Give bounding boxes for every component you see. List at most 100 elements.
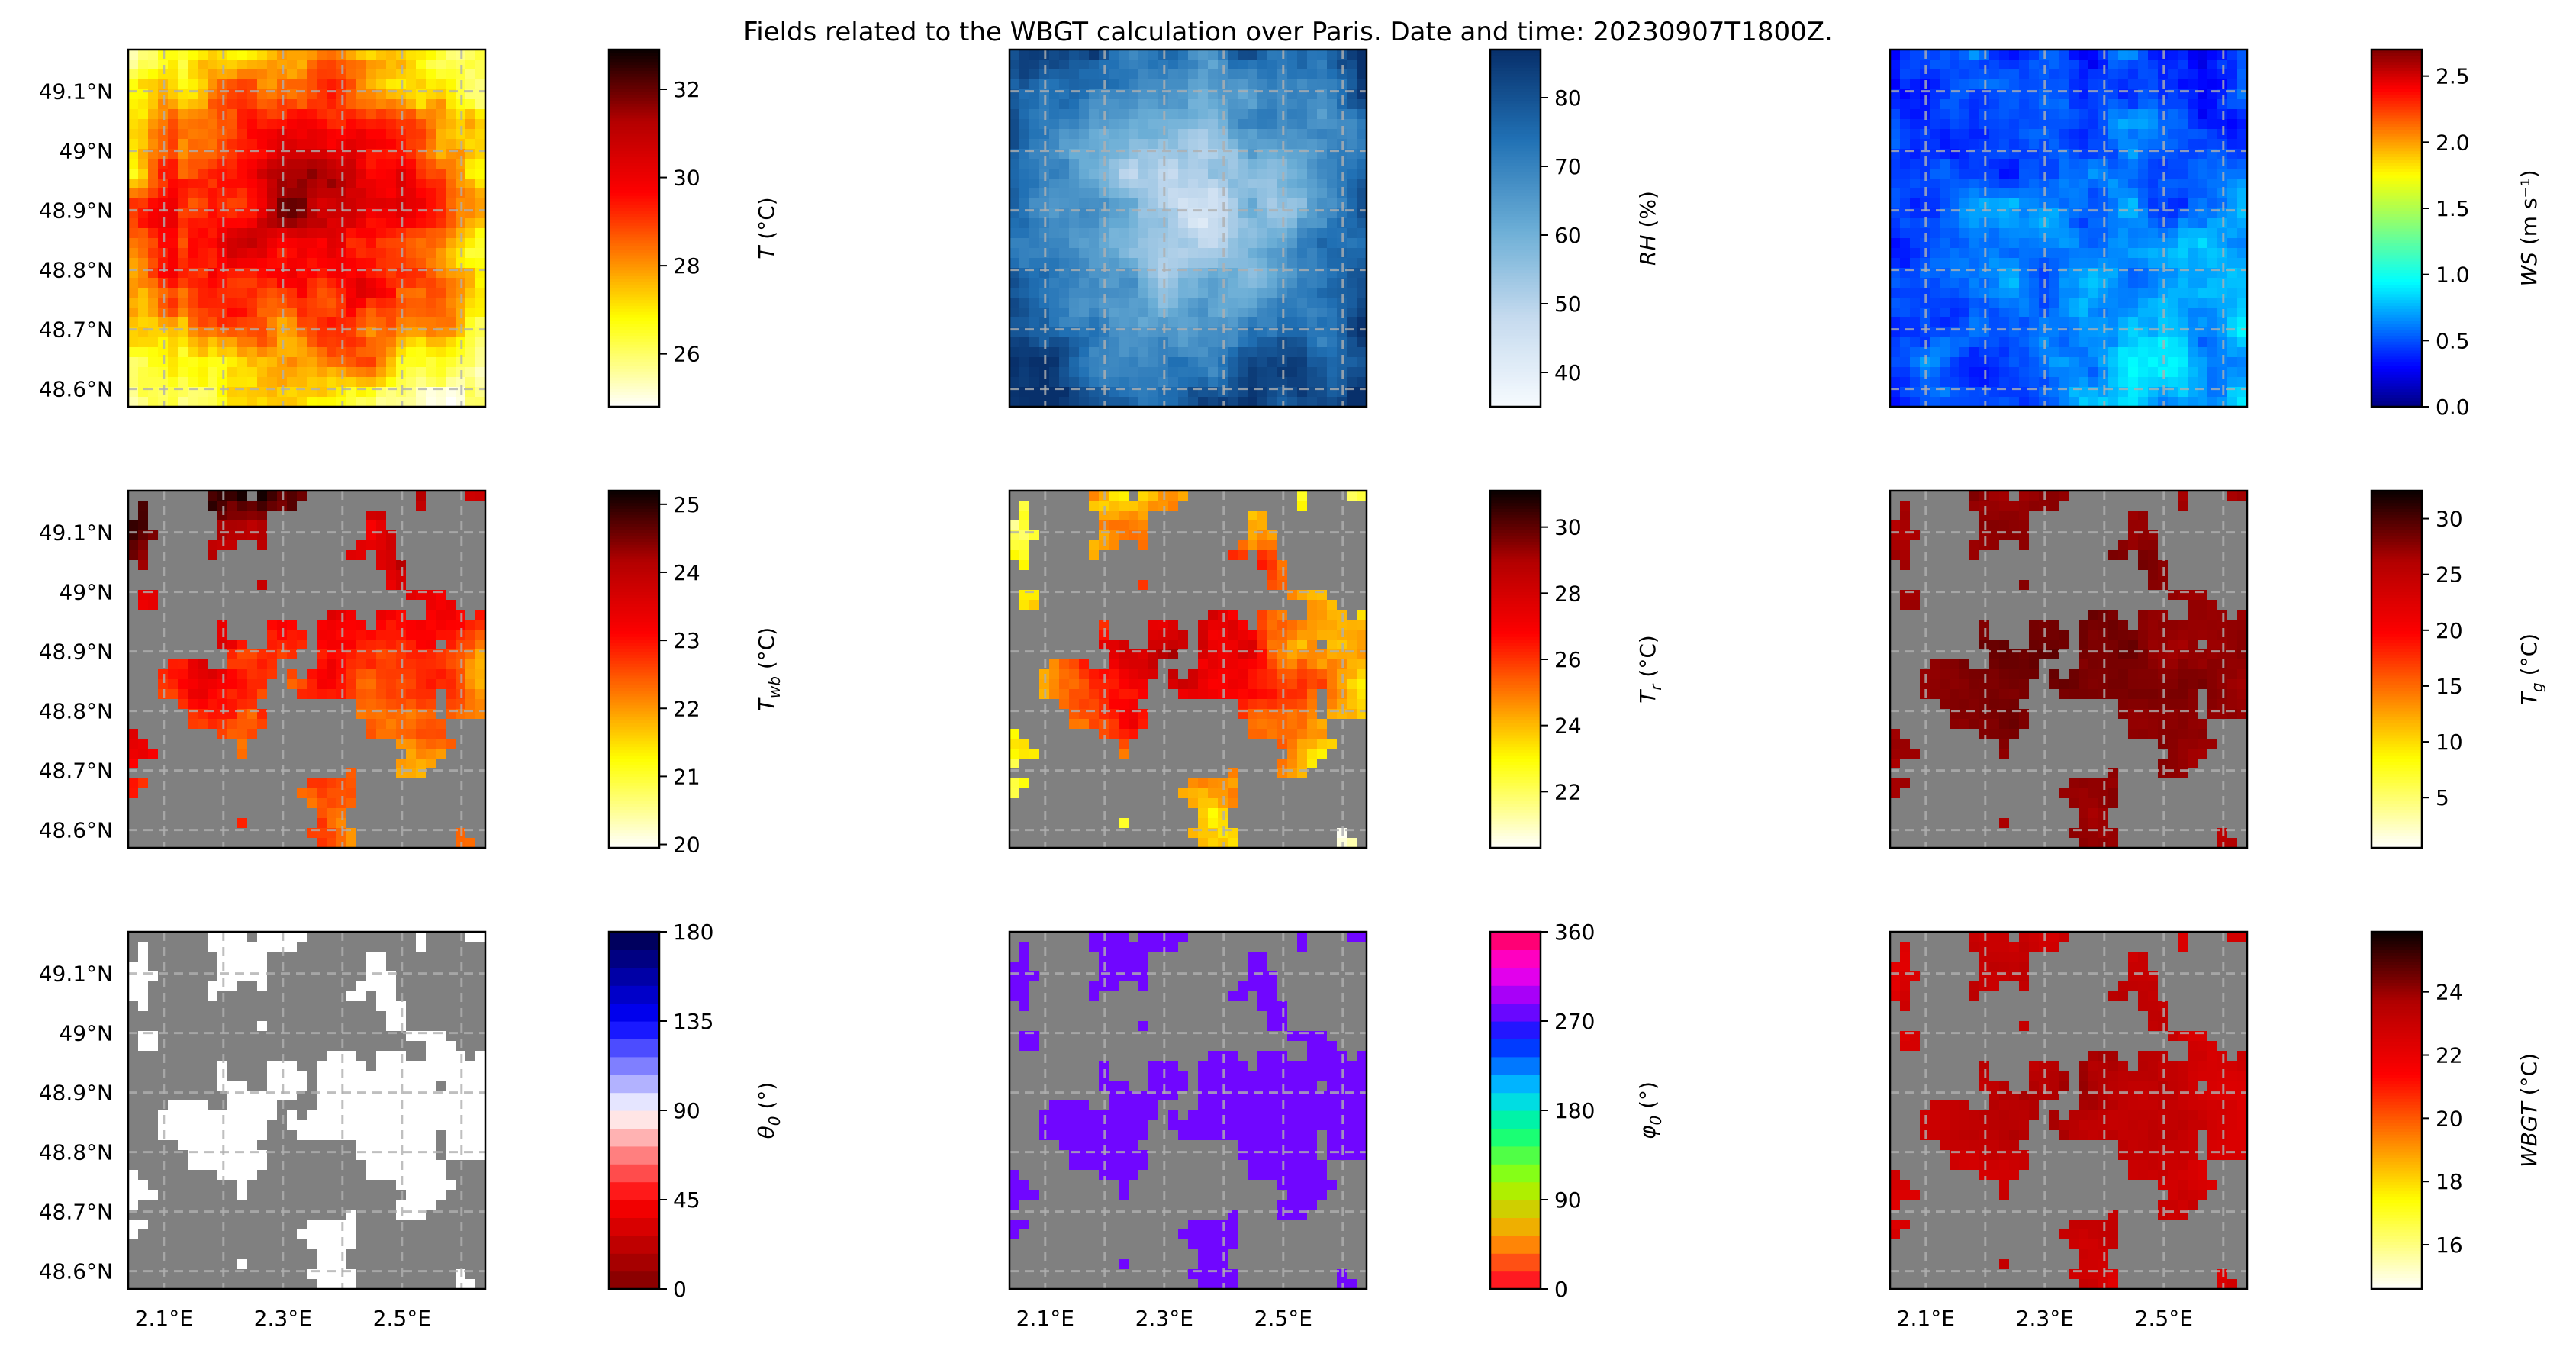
map-cell bbox=[1989, 258, 2000, 269]
map-cell bbox=[128, 540, 139, 551]
map-cell bbox=[287, 69, 298, 80]
colorbar-step bbox=[609, 258, 659, 262]
map-cell bbox=[1267, 357, 1278, 368]
map-cell bbox=[317, 188, 327, 199]
map-cell bbox=[1950, 228, 1960, 239]
map-cell bbox=[2079, 169, 2089, 179]
map-cell bbox=[327, 659, 337, 670]
map-cell bbox=[217, 238, 228, 249]
map-cell bbox=[376, 218, 387, 229]
map-cell bbox=[1357, 377, 1367, 388]
colorbar-step bbox=[1490, 144, 1541, 149]
map-cell bbox=[1119, 198, 1129, 209]
map-cell bbox=[1228, 129, 1238, 140]
map-cell bbox=[1049, 109, 1060, 120]
map-cell bbox=[2128, 139, 2139, 150]
map-cell bbox=[178, 119, 188, 130]
colorbar-step bbox=[609, 368, 659, 372]
map-cell bbox=[446, 540, 456, 551]
map-cell bbox=[217, 258, 228, 269]
map-cell bbox=[267, 69, 278, 80]
map-cell bbox=[188, 308, 198, 318]
map-cell bbox=[1357, 317, 1367, 328]
colorbar-step bbox=[609, 308, 659, 312]
map-cell bbox=[128, 159, 139, 169]
map-cell bbox=[386, 218, 397, 229]
map-cell bbox=[2178, 188, 2188, 199]
map-cell bbox=[287, 188, 298, 199]
map-cell bbox=[208, 620, 218, 630]
map-cell bbox=[446, 188, 456, 199]
map-cell bbox=[2227, 159, 2238, 169]
map-cell bbox=[1198, 357, 1209, 368]
map-cell bbox=[198, 610, 208, 620]
map-cell bbox=[237, 377, 248, 388]
map-cell bbox=[307, 491, 317, 501]
map-cell bbox=[2029, 139, 2040, 150]
colorbar-step bbox=[609, 169, 659, 172]
map-cell bbox=[1900, 119, 1911, 130]
map-cell bbox=[1138, 258, 1149, 269]
map-cell bbox=[1257, 347, 1268, 358]
map-cell bbox=[1019, 228, 1030, 239]
map-cell bbox=[346, 659, 357, 670]
map-cell bbox=[1297, 198, 1308, 209]
map-cell bbox=[178, 129, 188, 140]
map-cell bbox=[2168, 298, 2178, 308]
map-cell bbox=[148, 79, 159, 90]
map-cell bbox=[227, 188, 238, 199]
colorbar-step bbox=[1490, 147, 1541, 152]
map-cell bbox=[1959, 298, 1970, 308]
map-cell bbox=[2108, 308, 2119, 318]
map-cell bbox=[247, 188, 258, 199]
map-cell bbox=[1989, 298, 2000, 308]
map-cell bbox=[1079, 179, 1090, 189]
map-cell bbox=[346, 238, 357, 249]
map-cell bbox=[2118, 179, 2129, 189]
map-cell bbox=[2088, 69, 2099, 80]
map-cell bbox=[128, 179, 139, 189]
map-cell bbox=[227, 659, 238, 670]
map-cell bbox=[416, 139, 427, 150]
map-cell bbox=[1940, 238, 1950, 249]
map-cell bbox=[2049, 139, 2059, 150]
map-cell bbox=[1940, 367, 1950, 378]
map-cell bbox=[1129, 218, 1139, 229]
colorbar-step bbox=[1490, 379, 1541, 384]
map-cell bbox=[1178, 139, 1189, 150]
map-cell bbox=[1297, 317, 1308, 328]
map-cell bbox=[1029, 278, 1040, 288]
map-cell bbox=[1257, 298, 1268, 308]
map-cell bbox=[287, 347, 298, 358]
map-cell bbox=[237, 119, 248, 130]
map-cell bbox=[1238, 79, 1248, 90]
colorbar-step bbox=[1490, 186, 1541, 190]
map-cell bbox=[247, 630, 258, 640]
map-cell bbox=[178, 50, 188, 60]
map-cell bbox=[1228, 397, 1238, 408]
map-cell bbox=[416, 357, 427, 368]
map-cell bbox=[327, 600, 337, 611]
map-cell bbox=[257, 659, 268, 670]
map-cell bbox=[168, 600, 179, 611]
map-cell bbox=[416, 50, 427, 60]
map-cell bbox=[475, 501, 486, 511]
colorbar-step bbox=[2372, 260, 2422, 265]
map-cell bbox=[138, 188, 149, 199]
map-cell bbox=[1287, 228, 1298, 239]
map-cell bbox=[366, 99, 377, 110]
map-cell bbox=[1089, 218, 1100, 229]
map-cell bbox=[1959, 109, 1970, 120]
map-cell bbox=[128, 278, 139, 288]
map-cell bbox=[1267, 248, 1278, 259]
map-cell bbox=[227, 570, 238, 581]
map-cell bbox=[346, 60, 357, 70]
map-cell bbox=[1930, 50, 1940, 60]
map-cell bbox=[2019, 238, 2030, 249]
map-cell bbox=[287, 159, 298, 169]
map-cell bbox=[376, 69, 387, 80]
map-cell bbox=[168, 659, 179, 670]
map-cell bbox=[1138, 367, 1149, 378]
map-cell bbox=[2049, 198, 2059, 209]
